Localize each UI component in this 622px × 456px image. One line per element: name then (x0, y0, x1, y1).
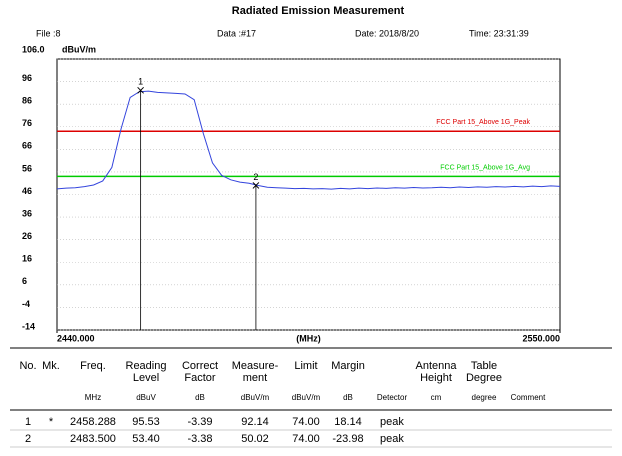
column-unit: degree (472, 393, 497, 402)
cell: peak (380, 416, 404, 428)
column-title: Reading (126, 360, 167, 372)
column-title: Factor (184, 372, 216, 384)
column-unit: Comment (511, 393, 546, 402)
column-title: Margin (331, 360, 365, 372)
marker-label: 2 (253, 172, 258, 182)
column-title: Antenna (416, 360, 458, 372)
limit-label: FCC Part 15_Above 1G_Peak (436, 119, 530, 126)
cell: 95.53 (132, 416, 160, 428)
y-tick-label: -14 (22, 321, 35, 331)
y-tick-label: 56 (22, 163, 32, 173)
trace (56, 90, 561, 190)
column-title: Freq. (80, 360, 106, 372)
y-tick-label: 6 (22, 276, 27, 286)
cell: 1 (25, 416, 31, 428)
y-tick-label: 96 (22, 73, 32, 83)
y-tick-label: 46 (22, 186, 32, 196)
limit-label: FCC Part 15_Above 1G_Avg (440, 164, 530, 171)
column-title: Table (471, 360, 497, 372)
y-tick-label: 106.0 (22, 44, 45, 54)
x-axis-label: (MHz) (296, 333, 321, 343)
column-unit: dB (195, 393, 205, 402)
x-tick-label: 2440.000 (57, 333, 95, 343)
y-unit: dBuV/m (62, 44, 96, 54)
cell: 74.00 (292, 433, 320, 445)
y-tick-label: 26 (22, 231, 32, 241)
cell: 53.40 (132, 433, 160, 445)
column-unit: dBuV/m (241, 393, 270, 402)
y-tick-label: 76 (22, 118, 32, 128)
cell: peak (380, 433, 404, 445)
column-unit: MHz (85, 393, 101, 402)
cell: 2 (25, 433, 31, 445)
column-title: Height (420, 372, 452, 384)
cell: -3.39 (187, 416, 212, 428)
column-unit: Detector (377, 393, 408, 402)
file: File :8 (36, 28, 61, 38)
column-title: Limit (294, 360, 317, 372)
marker (252, 182, 260, 189)
y-tick-label: 16 (22, 254, 32, 264)
column-unit: dB (343, 393, 353, 402)
cell: -23.98 (332, 433, 363, 445)
marker (137, 86, 144, 94)
column-title: Mk. (42, 360, 60, 372)
y-tick-label: 36 (22, 208, 32, 218)
cell: 2458.288 (70, 416, 116, 428)
cell: 92.14 (241, 416, 269, 428)
chart-title: Radiated Emission Measurement (232, 5, 405, 17)
y-tick-label: 86 (22, 96, 32, 106)
column-title: Correct (182, 360, 218, 372)
date: Date: 2018/8/20 (355, 28, 419, 38)
cell: 18.14 (334, 416, 362, 428)
x-tick-label: 2550.000 (522, 333, 560, 343)
cell: * (49, 416, 54, 428)
column-unit: dBuV/m (292, 393, 321, 402)
cell: 50.02 (241, 433, 269, 445)
column-title: Level (133, 372, 159, 384)
cell: -3.38 (187, 433, 212, 445)
column-title: Degree (466, 372, 502, 384)
marker-label: 1 (138, 77, 143, 87)
column-title: ment (243, 372, 267, 384)
column-unit: dBuV (136, 393, 156, 402)
y-tick-label: 66 (22, 141, 32, 151)
column-unit: cm (431, 393, 442, 402)
cell: 2483.500 (70, 433, 116, 445)
column-title: No. (19, 360, 36, 372)
column-title: Measure- (232, 360, 279, 372)
cell: 74.00 (292, 416, 320, 428)
time: Time: 23:31:39 (469, 28, 529, 38)
y-tick-label: -4 (22, 299, 30, 309)
data-id: Data :#17 (217, 28, 256, 38)
